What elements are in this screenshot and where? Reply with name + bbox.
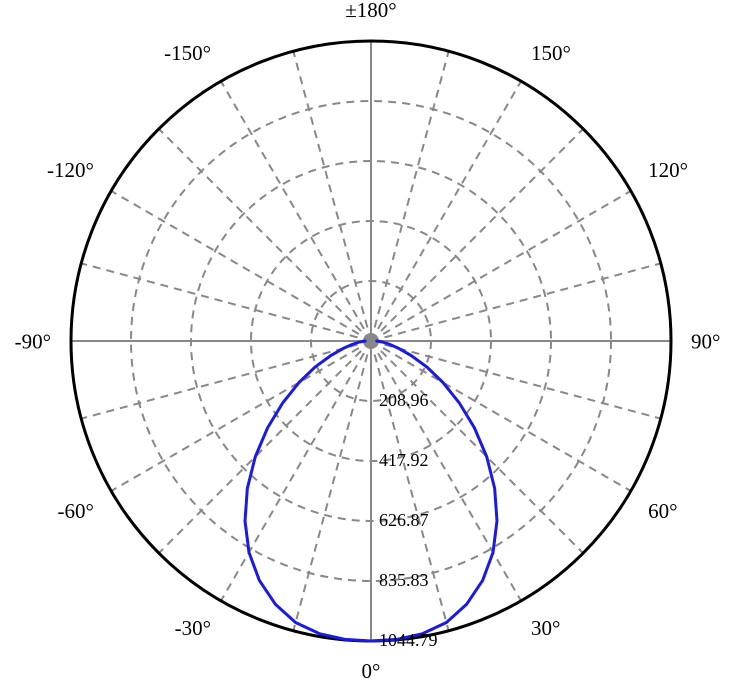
radial-tick-label: 1044.79 [379,630,438,650]
angle-label: 150° [531,41,571,65]
angle-label: ±180° [345,0,396,22]
polar-svg: 208.96 417.92 626.87 835.83 1044.79 0° 30° 60° 9… [0,0,743,683]
angle-label: -30° [175,616,211,640]
angle-label: -90° [15,329,51,353]
angle-label: -120° [47,158,94,182]
angle-label: 0° [362,659,381,683]
angle-label: 120° [648,158,688,182]
radial-tick-label: 208.96 [379,390,429,410]
angle-label: 30° [531,616,560,640]
radial-tick-label: 417.92 [379,450,429,470]
angle-label: -150° [164,41,211,65]
polar-chart: 208.96 417.92 626.87 835.83 1044.79 0° 30° 60° 9… [0,0,743,683]
angle-label: 60° [648,499,677,523]
angle-label: -60° [57,499,93,523]
radial-tick-label: 835.83 [379,570,429,590]
angle-label: 90° [691,329,720,353]
radial-tick-label: 626.87 [379,510,429,530]
